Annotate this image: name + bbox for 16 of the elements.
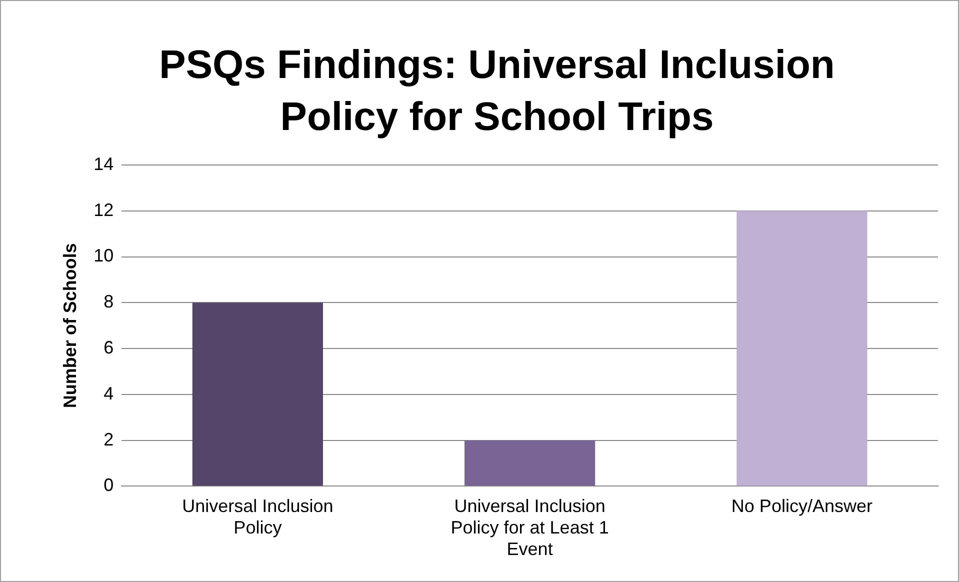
chart-title: PSQs Findings: Universal Inclusion Policy for School Trips bbox=[159, 43, 835, 140]
y-tick-label: 10 bbox=[94, 246, 114, 266]
bar bbox=[736, 210, 868, 486]
y-tick-label: 8 bbox=[104, 292, 114, 312]
y-axis-title: Number of Schools bbox=[60, 243, 80, 408]
y-tick-label: 2 bbox=[104, 429, 114, 450]
x-tick-label: Universal Inclusion Policy bbox=[182, 496, 334, 538]
y-tick-label: 4 bbox=[104, 383, 114, 404]
y-tick-label: 6 bbox=[104, 338, 114, 358]
x-tick-label: No Policy/Answer bbox=[731, 496, 872, 516]
y-tick-label: 14 bbox=[94, 154, 114, 174]
bar bbox=[464, 440, 596, 486]
y-tick-label: 0 bbox=[104, 475, 114, 496]
y-tick-label: 12 bbox=[94, 200, 114, 220]
bar bbox=[192, 302, 323, 486]
x-tick-label: Universal Inclusion Policy for at Least 1 Event bbox=[450, 496, 609, 560]
